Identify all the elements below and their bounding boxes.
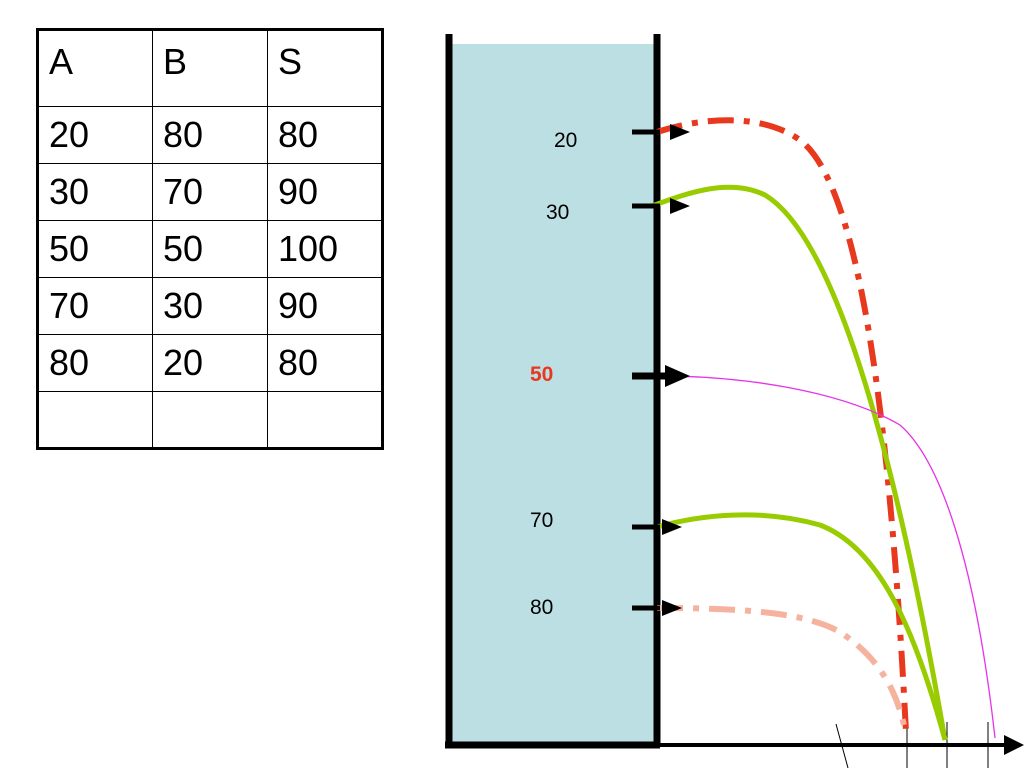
table-row: 30 70 90	[37, 163, 383, 221]
jet-trajectory-80	[656, 605, 908, 731]
arrow-right-icon	[662, 600, 682, 616]
values-table: A B S 20 80 80 30 70 90 50 50 100 70 30 …	[36, 28, 384, 450]
table-cell: 100	[267, 220, 383, 278]
table-cell	[152, 391, 268, 449]
table-row: 70 30 90	[37, 277, 383, 335]
arrow-right-icon	[670, 124, 690, 140]
table-row	[37, 391, 383, 449]
water-fill	[452, 44, 655, 744]
table-cell: 80	[152, 106, 268, 164]
jet-trajectory-50	[659, 375, 996, 739]
level-label-80: 80	[530, 596, 553, 619]
opening-20	[632, 124, 690, 140]
table-cell	[267, 391, 383, 449]
jet-trajectory-70	[656, 512, 948, 741]
opening-50	[632, 365, 690, 387]
level-label-30: 30	[546, 201, 569, 224]
opening-80	[632, 600, 682, 616]
arrow-right-icon	[665, 365, 690, 387]
jet-trajectory-30	[651, 184, 948, 741]
level-label-70: 70	[530, 509, 553, 532]
table-cell: 90	[267, 277, 383, 335]
table-cell: 70	[152, 163, 268, 221]
table-header-cell: B	[152, 29, 268, 107]
axis-arrow-icon	[1004, 735, 1024, 755]
table-cell: 80	[267, 334, 383, 392]
table-cell: 30	[152, 277, 268, 335]
arrow-right-icon	[662, 519, 682, 535]
table-cell: 20	[37, 106, 153, 164]
level-label-50: 50	[530, 363, 553, 386]
level-label-20: 20	[554, 129, 577, 152]
table-cell: 30	[37, 163, 153, 221]
table-cell: 80	[37, 334, 153, 392]
opening-70	[632, 519, 682, 535]
table-cell: 50	[152, 220, 268, 278]
table-cell: 70	[37, 277, 153, 335]
arrow-right-icon	[670, 198, 690, 214]
jet-trajectory-20	[656, 117, 909, 733]
landing-tick	[835, 723, 849, 768]
table-row: 50 50 100	[37, 220, 383, 278]
opening-30	[632, 198, 690, 214]
table-header-cell: S	[267, 29, 383, 107]
table-cell: 90	[267, 163, 383, 221]
table-header-row: A B S	[37, 29, 383, 107]
